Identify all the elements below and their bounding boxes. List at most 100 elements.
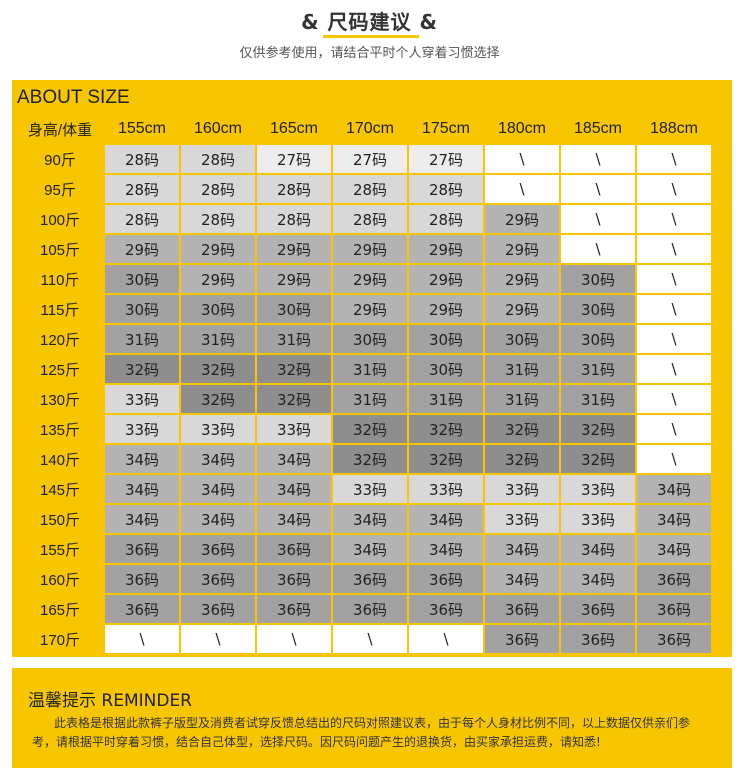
size-cell: 33码: [181, 415, 255, 443]
size-cell: 29码: [257, 235, 331, 263]
page-subtitle: 仅供参考使用，请结合平时个人穿着习惯选择: [239, 46, 500, 61]
size-cell: \: [105, 625, 179, 653]
size-cell: 29码: [333, 265, 407, 293]
size-cell: 36码: [257, 565, 331, 593]
size-cell: 29码: [485, 235, 559, 263]
size-cell: 34码: [257, 505, 331, 533]
size-cell: 30码: [409, 325, 483, 353]
size-cell: 33码: [485, 505, 559, 533]
size-cell: 29码: [181, 265, 255, 293]
size-cell: 36码: [561, 595, 635, 623]
table-row: 105斤 29码 29码 29码 29码 29码 29码 \ \: [17, 235, 711, 263]
size-cell: 36码: [257, 595, 331, 623]
size-cell: 34码: [181, 505, 255, 533]
size-cell: 33码: [485, 475, 559, 503]
height-header: 165cm: [257, 115, 331, 143]
size-cell: 32码: [257, 385, 331, 413]
size-cell: 28码: [105, 205, 179, 233]
height-header: 160cm: [181, 115, 255, 143]
size-cell: 30码: [257, 295, 331, 323]
size-cell: 28码: [105, 145, 179, 173]
size-cell: \: [485, 175, 559, 203]
height-header: 185cm: [561, 115, 635, 143]
size-cell: 29码: [181, 235, 255, 263]
table-row: 125斤 32码 32码 32码 31码 30码 31码 31码 \: [17, 355, 711, 383]
size-cell: 34码: [333, 505, 407, 533]
size-cell: 29码: [257, 265, 331, 293]
height-header: 188cm: [637, 115, 711, 143]
page-title: & 尺码建议 &: [301, 10, 438, 34]
size-cell: 32码: [409, 415, 483, 443]
size-cell: 36码: [105, 535, 179, 563]
size-cell: 33码: [561, 505, 635, 533]
table-row: 145斤 34码 34码 34码 33码 33码 33码 33码 34码: [17, 475, 711, 503]
table-header-row: 身高/体重 155cm 160cm 165cm 170cm 175cm 180cm 185cm…: [17, 115, 711, 143]
weight-label: 120斤: [17, 325, 103, 353]
table-row: 135斤 33码 33码 33码 32码 32码 32码 32码 \: [17, 415, 711, 443]
table-row: 95斤 28码 28码 28码 28码 28码 \ \ \: [17, 175, 711, 203]
size-cell: 32码: [333, 415, 407, 443]
weight-label: 125斤: [17, 355, 103, 383]
size-cell: 31码: [181, 325, 255, 353]
size-cell: 31码: [485, 355, 559, 383]
size-cell: 33码: [561, 475, 635, 503]
size-cell: 33码: [333, 475, 407, 503]
weight-label: 105斤: [17, 235, 103, 263]
reminder-title: 温馨提示 REMINDER: [28, 691, 192, 711]
size-cell: 36码: [409, 565, 483, 593]
size-cell: 34码: [409, 535, 483, 563]
size-cell: 31码: [105, 325, 179, 353]
size-cell: 36码: [561, 625, 635, 653]
weight-label: 115斤: [17, 295, 103, 323]
size-cell: 34码: [485, 565, 559, 593]
size-cell: \: [637, 295, 711, 323]
weight-label: 150斤: [17, 505, 103, 533]
size-cell: 33码: [257, 415, 331, 443]
size-cell: 34码: [333, 535, 407, 563]
size-cell: 33码: [409, 475, 483, 503]
size-cell: 36码: [637, 595, 711, 623]
size-table-body: 身高/体重 155cm 160cm 165cm 170cm 175cm 180cm 185cm…: [17, 115, 711, 653]
size-cell: 36码: [409, 595, 483, 623]
size-cell: 36码: [333, 595, 407, 623]
size-cell: 31码: [561, 355, 635, 383]
size-cell: 34码: [637, 475, 711, 503]
size-cell: 30码: [561, 265, 635, 293]
size-cell: 36码: [333, 565, 407, 593]
size-cell: 36码: [181, 595, 255, 623]
size-cell: 32码: [485, 415, 559, 443]
size-chart-title: ABOUT SIZE: [17, 87, 130, 108]
size-cell: 30码: [333, 325, 407, 353]
table-row: 110斤 30码 29码 29码 29码 29码 29码 30码 \: [17, 265, 711, 293]
size-cell: 34码: [485, 535, 559, 563]
size-cell: \: [257, 625, 331, 653]
size-cell: 34码: [105, 475, 179, 503]
table-row: 155斤 36码 36码 36码 34码 34码 34码 34码 34码: [17, 535, 711, 563]
size-cell: \: [333, 625, 407, 653]
size-chart: ABOUT SIZE 身高/体重 155cm 160cm 165cm 170cm 175c…: [12, 80, 732, 657]
weight-label: 100斤: [17, 205, 103, 233]
corner-label: 身高/体重: [17, 115, 103, 143]
size-cell: 30码: [181, 295, 255, 323]
size-cell: 32码: [105, 355, 179, 383]
size-cell: \: [637, 145, 711, 173]
size-cell: 28码: [409, 175, 483, 203]
size-cell: 34码: [257, 475, 331, 503]
size-cell: 34码: [181, 475, 255, 503]
size-cell: 34码: [105, 505, 179, 533]
size-cell: 27码: [409, 145, 483, 173]
size-cell: \: [181, 625, 255, 653]
size-cell: 36码: [105, 595, 179, 623]
weight-label: 135斤: [17, 415, 103, 443]
size-cell: 28码: [181, 175, 255, 203]
size-cell: 34码: [105, 445, 179, 473]
size-cell: 30码: [561, 295, 635, 323]
size-cell: \: [637, 385, 711, 413]
table-row: 170斤 \ \ \ \ \ 36码 36码 36码: [17, 625, 711, 653]
table-row: 100斤 28码 28码 28码 28码 28码 29码 \ \: [17, 205, 711, 233]
size-cell: 28码: [257, 205, 331, 233]
reminder-panel: 温馨提示 REMINDER 此表格是根据此款裤子版型及消费者试穿反馈总结出的尺码…: [12, 668, 732, 768]
table-row: 160斤 36码 36码 36码 36码 36码 34码 34码 36码: [17, 565, 711, 593]
size-cell: 28码: [333, 175, 407, 203]
size-cell: 31码: [561, 385, 635, 413]
